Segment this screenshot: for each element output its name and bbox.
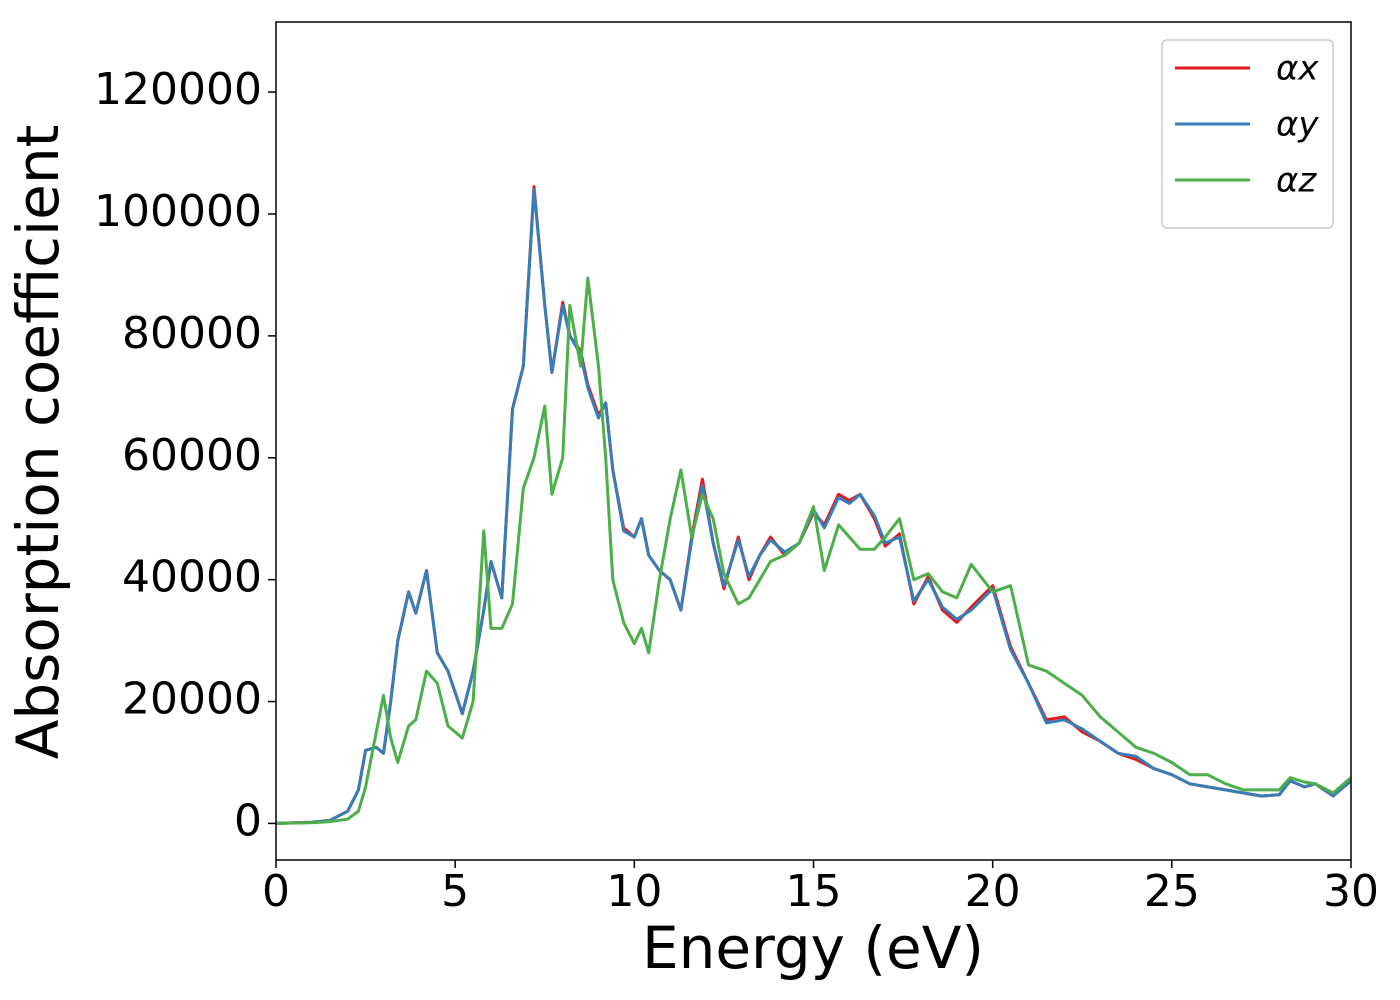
- plot-frame: [275, 21, 1352, 861]
- x-tick-label: 30: [1323, 866, 1379, 917]
- series-line: [276, 276, 1351, 825]
- x-tick-label: 10: [606, 866, 662, 917]
- legend-label: αz: [1276, 161, 1317, 201]
- x-tick-label: 20: [965, 866, 1021, 917]
- y-tick-label: 120000: [94, 64, 262, 115]
- legend-label: αx: [1276, 49, 1319, 89]
- lines: [276, 185, 1351, 825]
- x-tick-label: 25: [1144, 866, 1200, 917]
- y-tick-label: 60000: [122, 430, 262, 481]
- y-tick-label: 80000: [122, 308, 262, 359]
- y-tick-label: 0: [234, 795, 262, 846]
- legend-label: αy: [1276, 105, 1319, 145]
- y-tick-label: 40000: [122, 552, 262, 603]
- x-axis-label: Energy (eV): [642, 914, 984, 982]
- x-tick-label: 5: [441, 866, 469, 917]
- x-tick-label: 0: [262, 866, 290, 917]
- x-tick-label: 15: [786, 866, 842, 917]
- y-tick-label: 100000: [94, 186, 262, 237]
- series-line: [276, 188, 1351, 825]
- y-tick-label: 20000: [122, 674, 262, 725]
- y-axis-label: Absorption coefficient: [4, 125, 72, 760]
